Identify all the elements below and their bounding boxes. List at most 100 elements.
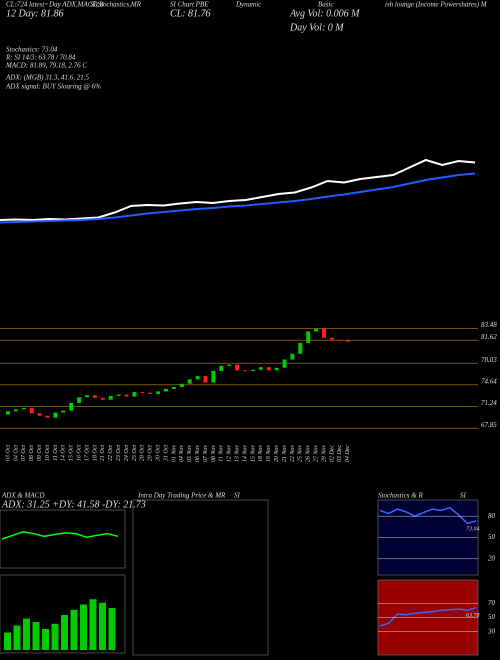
candle	[132, 392, 137, 397]
x-tick-label: 12 Nov	[227, 445, 233, 463]
bar	[42, 629, 49, 650]
x-tick-label: 15 Oct	[69, 445, 75, 461]
x-tick-label: 24 Oct	[123, 445, 130, 461]
panel-subtitle: ADX: 31.25 +DY: 41.58 -DY: 21.73	[1, 499, 146, 510]
candle	[29, 408, 34, 414]
x-tick-label: 14 Nov	[241, 445, 248, 463]
x-tick-label: 22 Nov	[290, 445, 296, 463]
x-tick-label: 04 Oct	[12, 445, 19, 461]
bar	[89, 599, 97, 650]
x-tick-label: 31 Oct	[163, 445, 169, 462]
candle	[345, 340, 350, 342]
x-tick-label: 07 Nov	[203, 445, 209, 463]
x-tick-label: 27 Nov	[313, 445, 319, 463]
header-top: Dynamic	[235, 1, 262, 9]
stat: MACD: 81.89, 79.18, 2.76 C	[5, 62, 87, 70]
candle	[250, 369, 255, 371]
candle	[140, 392, 145, 394]
stat: ADX: (MGB) 31.3, 41.6, 21.5	[5, 74, 90, 82]
x-tick-label: 19 Nov	[266, 445, 272, 463]
x-tick-label: 09 Oct	[37, 445, 43, 461]
x-tick-label: 28 Oct	[140, 445, 146, 461]
x-tick-label: 11 Nov	[219, 445, 225, 462]
candle	[298, 342, 303, 354]
x-tick-label: 13 Nov	[234, 445, 240, 463]
x-tick-label: 11 Oct	[53, 445, 59, 461]
bar	[13, 625, 21, 650]
candle	[13, 409, 18, 412]
avg-vol: Avg Vol: 0.006 M	[289, 8, 360, 19]
x-tick-label: 04 Dec	[344, 445, 351, 462]
candle	[171, 386, 176, 389]
candle	[116, 394, 121, 396]
x-tick-label: 18 Oct	[92, 445, 98, 461]
y-tick-label: 74.64	[481, 377, 497, 385]
x-tick-label: 02 Dec	[329, 445, 335, 462]
candle	[37, 413, 42, 416]
candle	[258, 367, 263, 370]
candle	[235, 364, 240, 371]
day-vol: Day Vol: 0 M	[289, 22, 344, 33]
candle	[314, 328, 319, 332]
panel-intraday	[132, 499, 269, 656]
day-line: 12 Day: 81.86	[6, 8, 64, 19]
x-tick-label: 29 Nov	[321, 445, 327, 463]
x-tick-label: 18 Nov	[258, 445, 264, 463]
bar	[23, 618, 30, 650]
candle	[6, 411, 10, 415]
candle	[164, 388, 168, 392]
line-series	[1, 531, 119, 540]
y-tick-label: 80	[488, 512, 496, 520]
y-tick-label: 83.48	[481, 321, 497, 329]
candle	[211, 371, 216, 383]
candle	[187, 379, 192, 384]
candle	[179, 383, 184, 387]
stat: R: SI 14/3: 63.78 / 70.84	[5, 54, 76, 62]
x-tick-label: 30 Oct	[155, 445, 161, 462]
x-tick-label: 21 Oct	[100, 445, 106, 461]
candle	[219, 365, 224, 371]
x-tick-label: 25 Oct	[132, 445, 138, 461]
candle	[61, 410, 66, 413]
candle	[53, 412, 58, 418]
bar	[108, 608, 116, 650]
y-tick-label: 50	[488, 613, 496, 621]
header-top: ish lounge (Income Powershares) M	[385, 1, 488, 9]
candle	[329, 337, 334, 340]
bar	[80, 604, 87, 650]
candle	[306, 331, 311, 343]
panel-title: Stochastics & R	[378, 492, 423, 500]
x-tick-label: 03 Dec	[337, 445, 343, 462]
bar	[99, 602, 106, 650]
stat: ADX signal: BUY Sloaring @ 6%	[5, 83, 101, 91]
header-top: Basic	[318, 1, 334, 9]
y-tick-label: 50	[488, 533, 496, 541]
candle	[100, 397, 105, 400]
y-tick-label: 20	[488, 554, 496, 562]
candle	[85, 395, 89, 398]
panel-title: ADX & MACD	[1, 492, 44, 500]
candle	[337, 339, 342, 341]
y-tick-label: 81.62	[481, 333, 497, 341]
x-tick-label: 15 Nov	[250, 445, 256, 463]
header-top: CL:724 latest=Day ADX,MACD,B	[6, 1, 104, 9]
candle	[203, 376, 208, 383]
bar	[51, 623, 59, 650]
bar	[32, 622, 40, 650]
x-tick-label: 06 Nov	[195, 445, 201, 463]
header-top: SI Chart PBE	[170, 1, 209, 9]
panel-adx	[0, 509, 126, 569]
x-tick-label: 04 Nov	[178, 445, 185, 463]
x-tick-label: 01 Nov	[171, 445, 177, 463]
candle	[195, 376, 200, 380]
candle	[243, 370, 247, 372]
x-tick-label: 05 Nov	[187, 445, 193, 463]
line-series	[379, 606, 477, 627]
x-tick-label: 08 Nov	[211, 445, 217, 463]
x-tick-label: 03 Oct	[5, 445, 11, 461]
candle	[92, 395, 97, 398]
candle	[322, 328, 326, 338]
x-tick-label: 17 Oct	[84, 445, 90, 461]
line-series	[0, 172, 476, 224]
